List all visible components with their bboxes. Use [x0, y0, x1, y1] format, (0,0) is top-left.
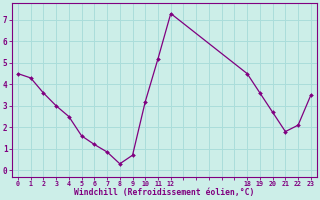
X-axis label: Windchill (Refroidissement éolien,°C): Windchill (Refroidissement éolien,°C): [74, 188, 255, 197]
